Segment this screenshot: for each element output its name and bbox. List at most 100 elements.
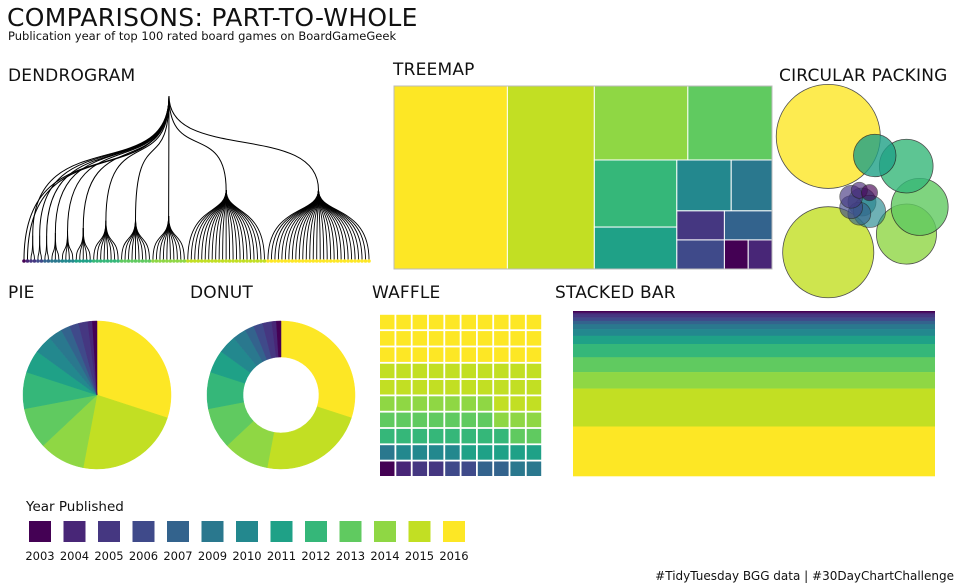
dendrogram-leaf-2006 xyxy=(36,259,40,263)
dendrogram-leaf-link xyxy=(82,227,91,261)
dendrogram-leaf-2005 xyxy=(29,259,33,263)
dendrogram-leaf-2015 xyxy=(245,259,249,263)
treemap-tile-2004 xyxy=(747,239,773,270)
treemap-tile-2005 xyxy=(676,210,725,241)
dendrogram-leaf-2011 xyxy=(74,259,79,263)
legend xyxy=(29,521,465,542)
waffle-cell-2016 xyxy=(494,331,509,346)
waffle-cell-2009 xyxy=(510,461,525,476)
waffle-cell-2015 xyxy=(477,363,493,379)
treemap-tile-2010 xyxy=(676,159,732,212)
waffle-cell-2016 xyxy=(428,331,444,346)
dendrogram-leaf-2013 xyxy=(123,259,127,263)
waffle-cell-2016 xyxy=(445,314,460,330)
dendrogram-leaf-2014 xyxy=(154,259,159,263)
dendrogram-leaf-2010 xyxy=(60,259,65,263)
dendrogram-leaf-2013 xyxy=(147,259,152,263)
dendrogram-leaf-2003 xyxy=(22,259,26,263)
waffle-cell-2010 xyxy=(428,445,444,460)
waffle-cell-2012 xyxy=(412,428,428,444)
waffle-cell-2013 xyxy=(445,412,460,428)
dendrogram-leaf-2016 xyxy=(353,259,357,263)
dendrogram-leaf-2016 xyxy=(321,259,326,263)
dendrogram-leaf-2016 xyxy=(294,259,298,263)
waffle-cell-2013 xyxy=(396,412,411,428)
waffle-cell-2015 xyxy=(526,363,542,379)
dendrogram-leaf-2010 xyxy=(67,259,72,263)
donut-slice-2016 xyxy=(280,320,356,419)
dendrogram-leaf-2016 xyxy=(314,259,319,263)
dendrogram-leaf-2015 xyxy=(252,259,256,263)
pie-slice-2003 xyxy=(92,320,98,396)
dendrogram-branch-2010 xyxy=(67,95,170,231)
dendrogram-leaf-2006 xyxy=(39,259,44,263)
waffle-cell-2007 xyxy=(477,461,493,476)
waffle-cell-2011 xyxy=(494,445,509,460)
waffle-cell-2015 xyxy=(477,380,493,395)
dendrogram-leaf-2016 xyxy=(328,259,333,263)
waffle-cell-2011 xyxy=(461,445,476,460)
waffle-cell-2016 xyxy=(412,314,428,330)
waffle-cell-2016 xyxy=(526,347,542,362)
dendrogram-leaf-2016 xyxy=(360,259,364,263)
waffle-cell-2013 xyxy=(526,428,542,444)
legend-key-2014 xyxy=(374,521,396,542)
waffle-cell-2014 xyxy=(510,412,525,428)
waffle-cell-2015 xyxy=(526,396,542,411)
dendrogram-leaf-2016 xyxy=(311,259,316,263)
donut-title: DONUT xyxy=(190,283,254,303)
waffle-cell-2016 xyxy=(380,331,395,346)
waffle-cell-2016 xyxy=(412,331,428,346)
dendrogram-leaf-2005 xyxy=(32,259,37,263)
waffle-cell-2015 xyxy=(428,380,444,395)
waffle-cell-2007 xyxy=(494,461,509,476)
dendrogram-leaf-2011 xyxy=(81,259,86,263)
waffle-cell-2011 xyxy=(526,445,542,460)
dendrogram-leaf-2011 xyxy=(77,259,82,263)
dendrogram-leaf-2016 xyxy=(349,259,354,263)
stacked-segment-2005 xyxy=(573,314,935,318)
dendrogram-leaf-link xyxy=(51,232,56,261)
dendrogram-leaf-2015 xyxy=(196,259,201,263)
dendrogram-leaf-2012 xyxy=(112,259,117,263)
dendrogram-leaf-2012 xyxy=(105,259,110,263)
legend-label-2016: 2016 xyxy=(439,549,469,563)
dendrogram-chart xyxy=(22,95,371,263)
dendrogram-leaf-2015 xyxy=(213,259,218,263)
waffle-cell-2016 xyxy=(445,347,460,362)
dendrogram-leaf-2015 xyxy=(199,259,204,263)
legend-label-2010: 2010 xyxy=(232,549,262,563)
dendrogram-leaf-2011 xyxy=(84,259,89,263)
waffle-cell-2015 xyxy=(396,380,411,395)
legend-label-2007: 2007 xyxy=(163,549,193,563)
legend-label-2013: 2013 xyxy=(335,549,366,563)
waffle-cell-2015 xyxy=(494,396,509,411)
waffle-cell-2013 xyxy=(428,412,444,428)
waffle-cell-2010 xyxy=(412,445,428,460)
legend-key-2005 xyxy=(98,521,120,542)
dendrogram-leaf-2016 xyxy=(290,259,295,263)
waffle-cell-2013 xyxy=(412,412,428,428)
dendrogram-leaf-link xyxy=(105,220,119,261)
waffle-cell-2014 xyxy=(526,412,542,428)
dendrogram-leaf-2009 xyxy=(50,259,54,263)
treemap-chart xyxy=(393,85,773,270)
waffle-cell-2014 xyxy=(412,396,428,411)
dendrogram-leaf-2014 xyxy=(165,259,169,263)
waffle-cell-2014 xyxy=(428,396,444,411)
treemap-tile-2009 xyxy=(730,159,773,212)
waffle-cell-2009 xyxy=(380,445,395,460)
waffle-cell-2015 xyxy=(510,380,525,395)
dendrogram-leaf-2004 xyxy=(25,259,30,263)
waffle-cell-2016 xyxy=(477,314,493,330)
waffle-cell-2015 xyxy=(428,363,444,379)
legend-key-2006 xyxy=(132,521,155,542)
dendrogram-leaf-2016 xyxy=(342,259,347,263)
dendrogram-leaf-2016 xyxy=(276,259,281,263)
waffle-cell-2016 xyxy=(396,347,411,362)
waffle-cell-2016 xyxy=(477,347,493,362)
waffle-cell-2006 xyxy=(445,461,460,476)
waffle-cell-2016 xyxy=(526,331,542,346)
stacked-segment-2011 xyxy=(573,335,935,345)
dendrogram-branch-2012 xyxy=(105,95,170,221)
